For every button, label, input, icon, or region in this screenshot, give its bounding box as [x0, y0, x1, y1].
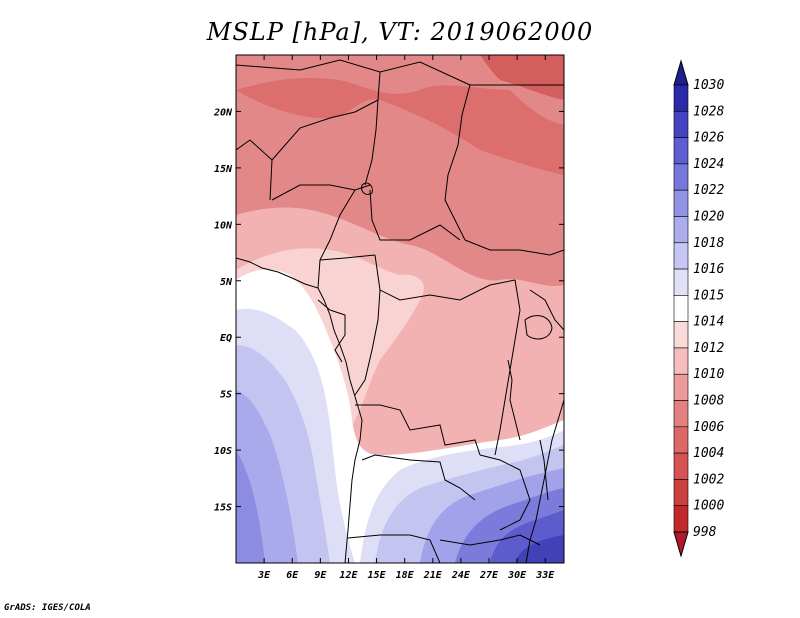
- border-chad-car: [369, 189, 461, 241]
- colorbar-label: 1006: [693, 420, 724, 435]
- border-nigeria-cameroon: [317, 189, 356, 289]
- field-band-1006-ne: [480, 55, 564, 100]
- colorbar-segment: [673, 268, 689, 296]
- colorbar-label: 1028: [693, 104, 724, 119]
- lake-tanganyika: [507, 359, 521, 441]
- x-tick-label: 18E: [396, 570, 415, 581]
- y-tick-label: 5S: [220, 390, 232, 401]
- colorbar-segment: [673, 321, 689, 349]
- y-axis-ticks: 20N 15N 10N 5N EQ 5S 10S 15S: [213, 107, 564, 514]
- colorbar-label: 1010: [693, 367, 724, 382]
- x-tick-label: 15E: [368, 570, 387, 581]
- colorbar-segment: [673, 452, 689, 480]
- colorbar-label: 1018: [693, 236, 724, 251]
- colorbar-label: 1014: [693, 315, 724, 330]
- colorbar-label: 1002: [693, 472, 724, 487]
- coastline-east-africa: [525, 399, 564, 563]
- border-niger-nigeria: [271, 99, 379, 161]
- colorbar-label: 1020: [693, 209, 724, 224]
- border-mali-niger: [236, 59, 471, 86]
- x-tick-label: 3E: [257, 570, 271, 581]
- x-tick-label: 27E: [479, 570, 499, 581]
- x-tick-label: 33E: [535, 570, 555, 581]
- x-tick-label: 30E: [507, 570, 527, 581]
- y-tick-label: 5N: [220, 277, 233, 288]
- colorbar-segment: [673, 295, 689, 322]
- border-uganda-kenya: [529, 289, 564, 331]
- colorbar-label: 1026: [693, 131, 724, 146]
- border-congo-drc: [354, 289, 381, 396]
- border-gabon-congo: [317, 299, 346, 363]
- colorbar-segment: [673, 216, 689, 244]
- border-angola-south: [361, 454, 476, 501]
- colorbar-segment: [673, 505, 689, 533]
- border-sudan-ssudan: [464, 239, 564, 256]
- colorbar-label: 1000: [693, 499, 724, 514]
- colorbar-label: 998: [693, 525, 717, 540]
- lake-malawi: [539, 439, 549, 501]
- border-botswana: [439, 534, 541, 546]
- x-tick-label: 9E: [314, 570, 327, 581]
- colorbar-segment: [673, 163, 689, 191]
- colorbar-label: 1008: [693, 394, 724, 409]
- y-tick-label: 15N: [214, 164, 233, 175]
- x-tick-label: 6E: [286, 570, 299, 581]
- colorbar-segment: [673, 426, 689, 454]
- border-burkina: [236, 139, 273, 201]
- colorbar-segment: [673, 110, 689, 138]
- colorbar: 1030 1028 1026 1024 1022 1020 1018 1016 1015 1014…: [673, 59, 724, 558]
- colorbar-segment: [673, 137, 689, 165]
- y-tick-label: EQ: [220, 333, 232, 344]
- colorbar-segment: [673, 242, 689, 270]
- x-tick-label: 12E: [339, 570, 358, 581]
- colorbar-segment: [673, 479, 689, 507]
- colorbar-label: 1016: [693, 262, 724, 277]
- colorbar-segment: [673, 84, 689, 112]
- colorbar-top-arrow: [673, 59, 689, 86]
- map-title: MSLP [hPa], VT: 2019062000: [206, 18, 594, 46]
- border-cameroon-congo: [319, 254, 376, 261]
- colorbar-label: 1024: [693, 157, 724, 172]
- border-namibia: [347, 534, 441, 563]
- border-chad-sudan: [444, 84, 471, 241]
- colorbar-bottom-arrow: [673, 531, 689, 558]
- coastline-west-africa: [236, 257, 363, 563]
- field-band-1022: [236, 450, 265, 563]
- colorbar-segment: [673, 347, 689, 375]
- coastlines-and-borders: [236, 59, 564, 563]
- colorbar-segment: [673, 373, 689, 401]
- colorbar-segment: [673, 400, 689, 428]
- x-tick-label: 21E: [423, 570, 443, 581]
- y-tick-label: 15S: [214, 503, 232, 514]
- lake-victoria: [524, 315, 553, 340]
- colorbar-label: 1012: [693, 341, 724, 356]
- pressure-field: [236, 55, 564, 563]
- colorbar-segment: [673, 189, 689, 217]
- x-axis-ticks: 3E 6E 9E 12E 15E 18E 21E 24E 27E 30E 33E: [257, 55, 555, 581]
- colorbar-label: 1015: [693, 288, 724, 303]
- colorbar-label: 1022: [693, 183, 724, 198]
- map-frame: [235, 54, 565, 564]
- x-tick-label: 24E: [451, 570, 471, 581]
- border-niger-chad: [364, 71, 381, 186]
- border-drc-angola: [355, 404, 481, 456]
- field-band-1006: [236, 78, 564, 175]
- y-tick-label: 10N: [214, 220, 233, 231]
- lake-chad: [361, 182, 373, 195]
- border-zambia: [479, 454, 531, 531]
- grads-credit: GrADS: IGES/COLA: [4, 603, 91, 613]
- y-tick-label: 20N: [213, 107, 233, 118]
- y-tick-label: 10S: [214, 446, 232, 457]
- border-nigeria-benin: [271, 184, 371, 201]
- colorbar-label: 1004: [693, 446, 724, 461]
- colorbar-label: 1030: [693, 78, 724, 93]
